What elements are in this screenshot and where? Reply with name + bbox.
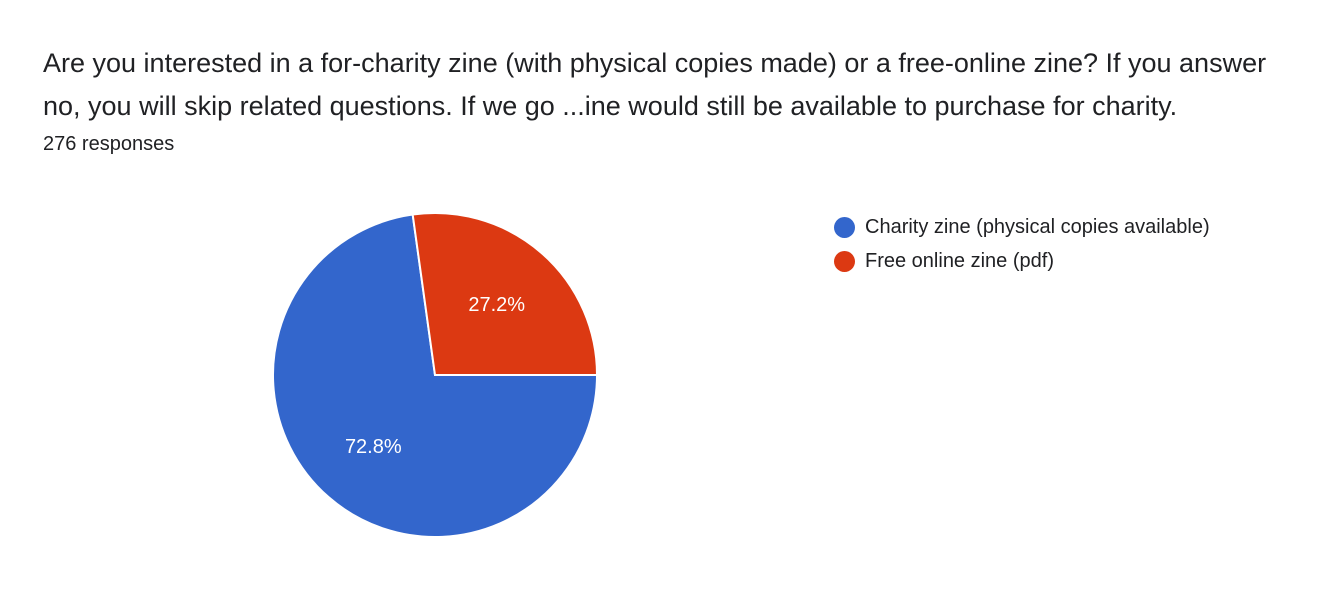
slice-label-free-online-zine: 27.2% bbox=[468, 294, 525, 316]
legend-swatch-charity-zine bbox=[834, 216, 855, 238]
legend-label-charity-zine: Charity zine (physical copies available) bbox=[865, 215, 1210, 238]
legend-label-free-online-zine: Free online zine (pdf) bbox=[865, 249, 1054, 272]
chart-legend: Charity zine (physical copies available)… bbox=[834, 210, 1210, 278]
slice-free-online-zine[interactable] bbox=[411, 212, 599, 376]
legend-swatch-free-online-zine bbox=[834, 250, 855, 272]
legend-item-free-online-zine[interactable]: Free online zine (pdf) bbox=[834, 244, 1210, 278]
slice-label-charity-zine: 72.8% bbox=[345, 436, 402, 458]
response-count: 276 responses bbox=[43, 133, 175, 155]
question-title: Are you interested in a for-charity zine… bbox=[43, 48, 1267, 121]
legend-item-charity-zine[interactable]: Charity zine (physical copies available) bbox=[834, 210, 1210, 244]
